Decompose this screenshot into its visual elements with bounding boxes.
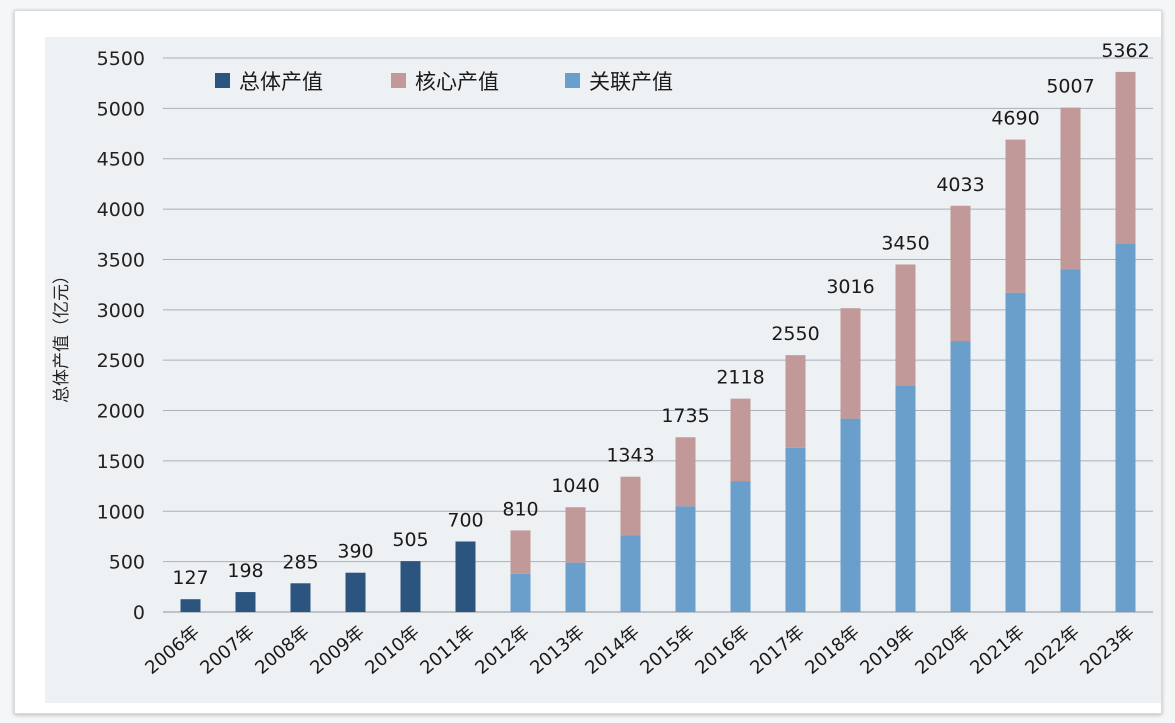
data-label: 5362 [1101, 40, 1149, 62]
data-label: 4033 [936, 174, 984, 196]
y-tick-label: 3000 [97, 300, 145, 322]
y-axis-title: 总体产值（亿元） [52, 267, 72, 403]
bar-core-segment [840, 308, 861, 419]
y-tick-label: 2500 [97, 350, 145, 372]
stacked-bar-chart: 0 500 1000 1500 2000 2500 3000 3500 4000 4500 5000… [52, 40, 1153, 679]
y-tick-label: 1500 [97, 451, 145, 473]
legend-label: 关联产值 [589, 70, 673, 94]
data-label: 390 [337, 541, 373, 563]
bar-core-segment [1115, 71, 1136, 244]
bar-total-segment [345, 572, 366, 612]
bar-related-segment [895, 385, 916, 612]
data-label: 810 [502, 498, 538, 520]
x-tick-label: 2014年 [581, 622, 643, 679]
y-tick-label: 5000 [97, 98, 145, 120]
x-tick-label: 2011年 [416, 622, 478, 679]
bar-core-segment [620, 476, 641, 536]
data-label: 127 [172, 567, 208, 589]
y-tick-label: 5500 [97, 48, 145, 70]
x-tick-label: 2018年 [801, 622, 863, 679]
bar-core-segment [950, 205, 971, 342]
data-label: 1040 [551, 475, 599, 497]
x-tick-label: 2015年 [636, 622, 698, 679]
y-tick-label: 3500 [97, 249, 145, 271]
bar-core-segment [1060, 107, 1081, 270]
bar-core-segment [730, 398, 751, 482]
bar-total-segment [235, 592, 256, 612]
bar-total-segment [290, 583, 311, 612]
bar-core-segment [510, 530, 531, 574]
y-tick-label: 0 [133, 602, 145, 624]
legend-swatch [565, 73, 580, 88]
bar-related-segment [1060, 269, 1081, 612]
x-tick-label: 2017年 [746, 622, 808, 679]
y-tick-label: 4500 [97, 149, 145, 171]
data-label: 1343 [606, 445, 654, 467]
bar-related-segment [950, 341, 971, 612]
data-label: 3016 [826, 276, 874, 298]
data-label: 2118 [716, 367, 764, 389]
bar-related-segment [620, 535, 641, 612]
legend-label: 核心产值 [415, 70, 499, 94]
bar-related-segment [1115, 243, 1136, 612]
data-label: 700 [447, 509, 483, 531]
bar-core-segment [785, 355, 806, 448]
x-tick-label: 2023年 [1076, 622, 1138, 679]
bar-total-segment [180, 599, 201, 612]
x-tick-label: 2022年 [1021, 622, 1083, 679]
bar-core-segment [565, 507, 586, 563]
x-tick-label: 2010年 [361, 622, 423, 679]
x-tick-label: 2016年 [691, 622, 753, 679]
bar-related-segment [1005, 292, 1026, 612]
x-tick-label: 2019年 [856, 622, 918, 679]
data-label: 285 [282, 551, 318, 573]
y-tick-label: 2000 [97, 401, 145, 423]
data-label: 2550 [771, 323, 819, 345]
bar-core-segment [675, 437, 696, 507]
x-tick-label: 2006年 [141, 622, 203, 679]
bar-core-segment [895, 264, 916, 386]
x-tick-label: 2009年 [306, 622, 368, 679]
data-label: 5007 [1046, 76, 1094, 98]
y-tick-label: 1000 [97, 501, 145, 523]
bar-related-segment [840, 418, 861, 612]
bar-total-segment [455, 541, 476, 612]
bar-core-segment [1005, 139, 1026, 293]
x-tick-label: 2021年 [966, 622, 1028, 679]
legend-swatch [391, 73, 406, 88]
bar-related-segment [675, 506, 696, 612]
bar-related-segment [730, 481, 751, 612]
y-tick-label: 500 [109, 552, 145, 574]
x-tick-label: 2020年 [911, 622, 973, 679]
bar-related-segment [785, 447, 806, 612]
data-label: 505 [392, 529, 428, 551]
legend-label: 总体产值 [239, 70, 323, 94]
bar-total-segment [400, 561, 421, 612]
data-label: 198 [227, 560, 263, 582]
x-tick-label: 2013年 [526, 622, 588, 679]
data-label: 1735 [661, 405, 709, 427]
x-tick-label: 2012年 [471, 622, 533, 679]
data-label: 4690 [991, 108, 1039, 130]
y-tick-label: 4000 [97, 199, 145, 221]
bar-related-segment [565, 562, 586, 612]
chart-frame: 0 500 1000 1500 2000 2500 3000 3500 4000 4500 5000… [14, 10, 1162, 714]
bar-related-segment [510, 573, 531, 612]
chart-panel: 0 500 1000 1500 2000 2500 3000 3500 4000 4500 5000… [45, 37, 1161, 703]
x-tick-label: 2008年 [251, 622, 313, 679]
legend-swatch [215, 73, 230, 88]
data-label: 3450 [881, 232, 929, 254]
x-tick-label: 2007年 [196, 622, 258, 679]
